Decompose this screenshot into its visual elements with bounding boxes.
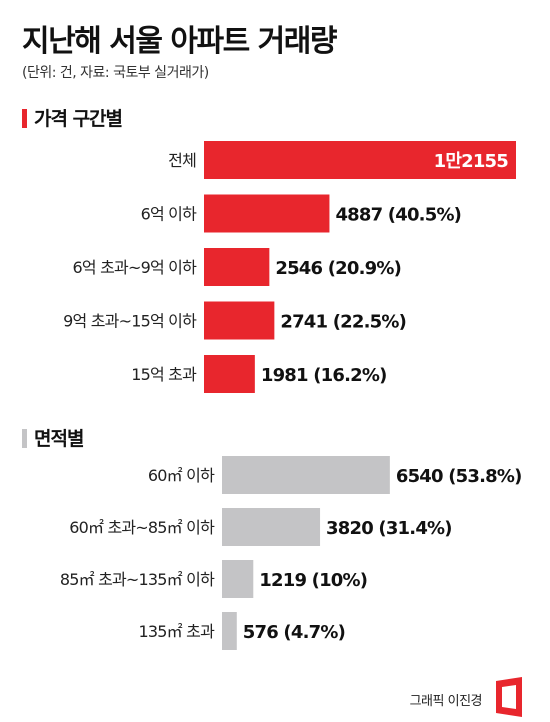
price-bar-2 xyxy=(204,248,270,286)
price-value-label-4: 1981 (16.2%) xyxy=(261,365,387,386)
price-bar-3 xyxy=(204,301,275,340)
price-category-label-0: 전체 xyxy=(168,151,196,170)
section-price-label: 가격 구간별 xyxy=(34,108,123,130)
area-bar-1 xyxy=(222,508,321,546)
section-area-marker xyxy=(22,429,27,448)
asia-economy-logo-icon xyxy=(496,677,522,717)
price-category-label-2: 6억 초과~9억 이하 xyxy=(73,258,198,277)
area-category-label-0: 60㎡ 이하 xyxy=(148,466,215,485)
chart-subtitle: (단위: 건, 자료: 국토부 실거래가) xyxy=(22,65,209,81)
price-bar-1 xyxy=(204,194,330,233)
price-value-label-3: 2741 (22.5%) xyxy=(280,312,406,333)
price-bar-0 xyxy=(204,141,516,179)
section-price-marker xyxy=(22,109,27,128)
price-category-label-3: 9억 초과~15억 이하 xyxy=(63,312,197,331)
area-bar-2 xyxy=(222,560,254,598)
price-value-label-2: 2546 (20.9%) xyxy=(275,258,401,279)
area-value-label-3: 576 (4.7%) xyxy=(243,622,345,643)
chart-title: 지난해 서울 아파트 거래량 xyxy=(22,24,337,59)
price-value-label-1: 4887 (40.5%) xyxy=(335,205,461,226)
price-value-label-0: 1만2155 xyxy=(434,151,509,172)
section-area-heading: 면적별 xyxy=(22,424,84,451)
section-area-label: 면적별 xyxy=(34,428,84,450)
area-value-label-1: 3820 (31.4%) xyxy=(326,518,452,539)
area-category-label-1: 60㎡ 초과~85㎡ 이하 xyxy=(69,518,215,537)
area-value-label-2: 1219 (10%) xyxy=(259,570,367,591)
area-value-label-0: 6540 (53.8%) xyxy=(396,466,522,487)
price-category-label-1: 6억 이하 xyxy=(141,205,198,224)
price-category-label-4: 15억 초과 xyxy=(131,365,197,384)
area-category-label-3: 135㎡ 초과 xyxy=(139,622,216,641)
graphic-credit: 그래픽 이진경 xyxy=(409,694,483,709)
price-bar-4 xyxy=(204,355,255,393)
section-price-heading: 가격 구간별 xyxy=(22,104,123,131)
area-bar-3 xyxy=(222,612,237,650)
area-bar-0 xyxy=(222,456,390,494)
area-category-label-2: 85㎡ 초과~135㎡ 이하 xyxy=(60,570,215,589)
